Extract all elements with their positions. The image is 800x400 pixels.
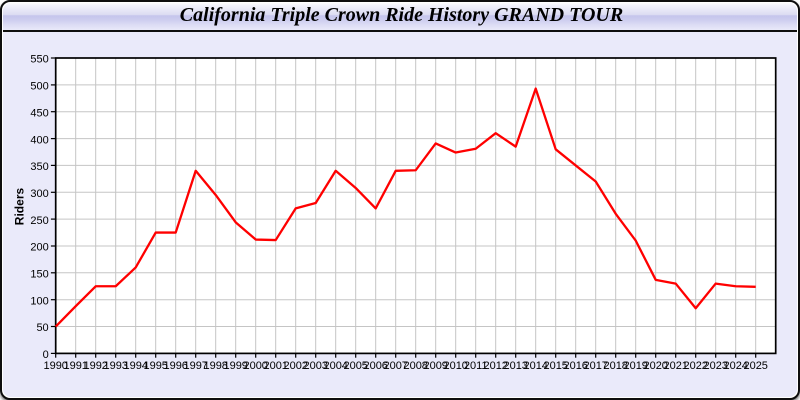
- svg-text:400: 400: [30, 134, 48, 146]
- svg-text:2023: 2023: [703, 360, 727, 372]
- svg-text:300: 300: [30, 188, 48, 200]
- svg-text:2004: 2004: [323, 360, 347, 372]
- svg-text:1994: 1994: [123, 360, 147, 372]
- svg-text:350: 350: [30, 161, 48, 173]
- svg-text:500: 500: [30, 81, 48, 93]
- svg-text:250: 250: [30, 215, 48, 227]
- svg-text:450: 450: [30, 107, 48, 119]
- svg-text:200: 200: [30, 242, 48, 254]
- svg-text:2021: 2021: [663, 360, 687, 372]
- svg-text:2000: 2000: [243, 360, 267, 372]
- svg-text:2025: 2025: [743, 360, 767, 372]
- svg-text:2009: 2009: [423, 360, 447, 372]
- svg-text:1999: 1999: [223, 360, 247, 372]
- svg-text:2022: 2022: [683, 360, 707, 372]
- svg-text:Riders: Riders: [13, 188, 27, 226]
- svg-text:2008: 2008: [403, 360, 427, 372]
- svg-text:2020: 2020: [643, 360, 667, 372]
- svg-text:2012: 2012: [483, 360, 507, 372]
- svg-text:100: 100: [30, 295, 48, 307]
- svg-text:50: 50: [36, 322, 48, 334]
- svg-text:2002: 2002: [283, 360, 307, 372]
- svg-text:550: 550: [30, 54, 48, 66]
- svg-text:2003: 2003: [303, 360, 327, 372]
- svg-text:1996: 1996: [163, 360, 187, 372]
- svg-text:1992: 1992: [83, 360, 107, 372]
- svg-text:0: 0: [43, 349, 49, 361]
- svg-text:2011: 2011: [464, 360, 488, 372]
- svg-text:2024: 2024: [723, 360, 747, 372]
- svg-text:1990: 1990: [43, 360, 67, 372]
- svg-text:1993: 1993: [103, 360, 127, 372]
- svg-text:2007: 2007: [383, 360, 407, 372]
- svg-text:2017: 2017: [583, 360, 607, 372]
- svg-text:2019: 2019: [623, 360, 647, 372]
- svg-text:2005: 2005: [343, 360, 367, 372]
- svg-text:2018: 2018: [603, 360, 627, 372]
- svg-text:1997: 1997: [183, 360, 207, 372]
- svg-text:2001: 2001: [263, 360, 287, 372]
- svg-text:2010: 2010: [443, 360, 467, 372]
- svg-text:2015: 2015: [543, 360, 567, 372]
- svg-text:2014: 2014: [523, 360, 547, 372]
- svg-text:2006: 2006: [363, 360, 387, 372]
- svg-text:2013: 2013: [503, 360, 527, 372]
- svg-text:150: 150: [30, 269, 48, 281]
- svg-text:1991: 1991: [63, 360, 87, 372]
- svg-text:1995: 1995: [143, 360, 167, 372]
- svg-text:1998: 1998: [203, 360, 227, 372]
- svg-text:2016: 2016: [563, 360, 587, 372]
